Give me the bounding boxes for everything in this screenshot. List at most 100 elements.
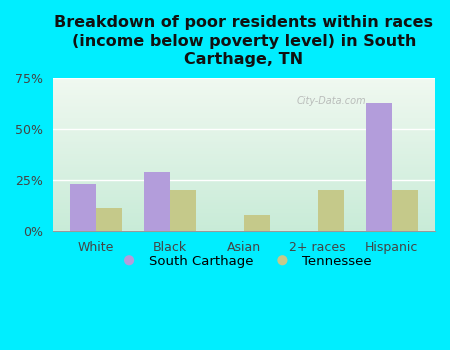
Bar: [366, 103, 392, 231]
Bar: [53, 144, 435, 145]
Bar: [244, 215, 270, 231]
Bar: [53, 194, 435, 196]
Bar: [144, 172, 170, 231]
Bar: [53, 167, 435, 168]
Bar: [53, 174, 435, 176]
Bar: [70, 184, 96, 231]
Bar: [53, 128, 435, 130]
Bar: [53, 112, 435, 113]
Bar: [53, 115, 435, 116]
Bar: [53, 205, 435, 206]
Bar: [53, 171, 435, 173]
Bar: [53, 187, 435, 188]
Bar: [53, 83, 435, 84]
Bar: [53, 84, 435, 86]
Bar: [53, 188, 435, 190]
Bar: [53, 183, 435, 185]
Bar: [53, 150, 435, 152]
Bar: [53, 193, 435, 194]
Bar: [53, 203, 435, 205]
Bar: [53, 142, 435, 144]
Bar: [53, 98, 435, 99]
Bar: [53, 81, 435, 83]
Bar: [53, 200, 435, 202]
Bar: [53, 113, 435, 115]
Bar: [53, 209, 435, 211]
Bar: [53, 127, 435, 128]
Bar: [53, 133, 435, 135]
Bar: [53, 197, 435, 199]
Bar: [53, 132, 435, 133]
Bar: [53, 92, 435, 93]
Bar: [53, 110, 435, 112]
Bar: [53, 90, 435, 92]
Bar: [53, 199, 435, 200]
Bar: [53, 104, 435, 106]
Bar: [53, 182, 435, 183]
Bar: [318, 190, 344, 231]
Bar: [53, 152, 435, 153]
Bar: [53, 190, 435, 191]
Bar: [53, 103, 435, 104]
Bar: [53, 216, 435, 217]
Bar: [53, 173, 435, 174]
Bar: [53, 225, 435, 226]
Bar: [53, 96, 435, 98]
Bar: [53, 154, 435, 156]
Bar: [53, 217, 435, 219]
Bar: [53, 141, 435, 142]
Bar: [53, 116, 435, 118]
Bar: [53, 158, 435, 159]
Bar: [53, 107, 435, 108]
Text: City-Data.com: City-Data.com: [297, 96, 367, 106]
Bar: [53, 228, 435, 229]
Bar: [53, 122, 435, 124]
Bar: [53, 162, 435, 164]
Bar: [53, 147, 435, 148]
Bar: [53, 229, 435, 231]
Bar: [53, 119, 435, 121]
Bar: [53, 156, 435, 158]
Bar: [53, 179, 435, 181]
Bar: [53, 87, 435, 89]
Bar: [53, 185, 435, 187]
Bar: [96, 209, 122, 231]
Title: Breakdown of poor residents within races
(income below poverty level) in South
C: Breakdown of poor residents within races…: [54, 15, 433, 67]
Bar: [53, 136, 435, 138]
Bar: [53, 191, 435, 193]
Bar: [53, 135, 435, 136]
Bar: [53, 139, 435, 141]
Bar: [53, 145, 435, 147]
Bar: [392, 190, 418, 231]
Bar: [53, 138, 435, 139]
Bar: [53, 101, 435, 103]
Bar: [53, 223, 435, 225]
Bar: [53, 176, 435, 177]
Bar: [53, 222, 435, 223]
Bar: [53, 93, 435, 95]
Bar: [53, 106, 435, 107]
Bar: [53, 212, 435, 214]
Bar: [53, 164, 435, 165]
Bar: [53, 177, 435, 179]
Bar: [170, 190, 196, 231]
Bar: [53, 86, 435, 87]
Bar: [53, 124, 435, 125]
Bar: [53, 168, 435, 170]
Bar: [53, 108, 435, 110]
Bar: [53, 161, 435, 162]
Bar: [53, 148, 435, 150]
Bar: [53, 153, 435, 154]
Bar: [53, 181, 435, 182]
Bar: [53, 196, 435, 197]
Bar: [53, 214, 435, 216]
Bar: [53, 220, 435, 222]
Bar: [53, 89, 435, 90]
Bar: [53, 202, 435, 203]
Bar: [53, 170, 435, 171]
Bar: [53, 121, 435, 122]
Bar: [53, 211, 435, 212]
Bar: [53, 118, 435, 119]
Bar: [53, 208, 435, 209]
Bar: [53, 219, 435, 220]
